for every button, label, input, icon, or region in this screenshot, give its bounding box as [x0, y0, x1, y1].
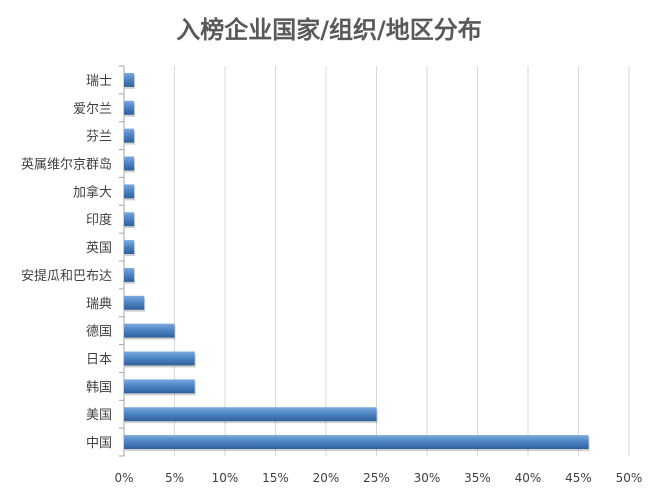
bar — [124, 156, 135, 171]
bar — [124, 212, 135, 227]
bar — [124, 128, 135, 143]
category-label: 印度 — [86, 212, 112, 228]
category-label: 英国 — [86, 241, 112, 256]
bar — [124, 100, 135, 115]
bar — [124, 267, 135, 282]
bar — [124, 240, 135, 255]
bar — [124, 435, 589, 450]
bars — [124, 72, 590, 452]
category-label: 美国 — [86, 408, 112, 423]
bar — [124, 184, 135, 199]
x-tick-label: 15% — [262, 471, 289, 485]
x-tick-label: 10% — [212, 471, 239, 485]
x-tick-label: 35% — [464, 471, 491, 485]
category-label: 芬兰 — [86, 130, 112, 145]
chart-title: 入榜企业国家/组织/地区分布 — [176, 16, 482, 44]
category-label: 英属维尔京群岛 — [21, 157, 112, 173]
x-tick-label: 25% — [363, 471, 390, 485]
category-label: 爱尔兰 — [73, 102, 112, 117]
x-tick-labels: 0% 5% 10% 15% 20% 25% 30% 35% 40% 45% 50% — [114, 471, 642, 485]
x-tick-label: 20% — [313, 471, 340, 485]
bar — [124, 379, 195, 394]
category-label: 日本 — [86, 353, 112, 368]
x-tick-label: 0% — [114, 471, 133, 485]
bar — [124, 72, 135, 87]
category-label: 中国 — [86, 436, 112, 451]
bar — [124, 323, 175, 338]
category-label: 韩国 — [86, 380, 112, 395]
category-label: 瑞典 — [86, 297, 112, 312]
x-tick-label: 50% — [616, 471, 643, 485]
category-label: 加拿大 — [73, 184, 112, 200]
x-tick-label: 5% — [165, 471, 184, 485]
x-tick-label: 30% — [414, 471, 441, 485]
bar — [124, 351, 195, 366]
bar — [124, 407, 377, 422]
category-label: 瑞士 — [86, 74, 112, 89]
bar — [124, 295, 145, 310]
x-tick-label: 45% — [565, 471, 592, 485]
category-label: 安提瓜和巴布达 — [21, 268, 112, 284]
category-label: 德国 — [86, 325, 112, 340]
x-tick-label: 40% — [515, 471, 542, 485]
gridlines — [123, 66, 630, 456]
